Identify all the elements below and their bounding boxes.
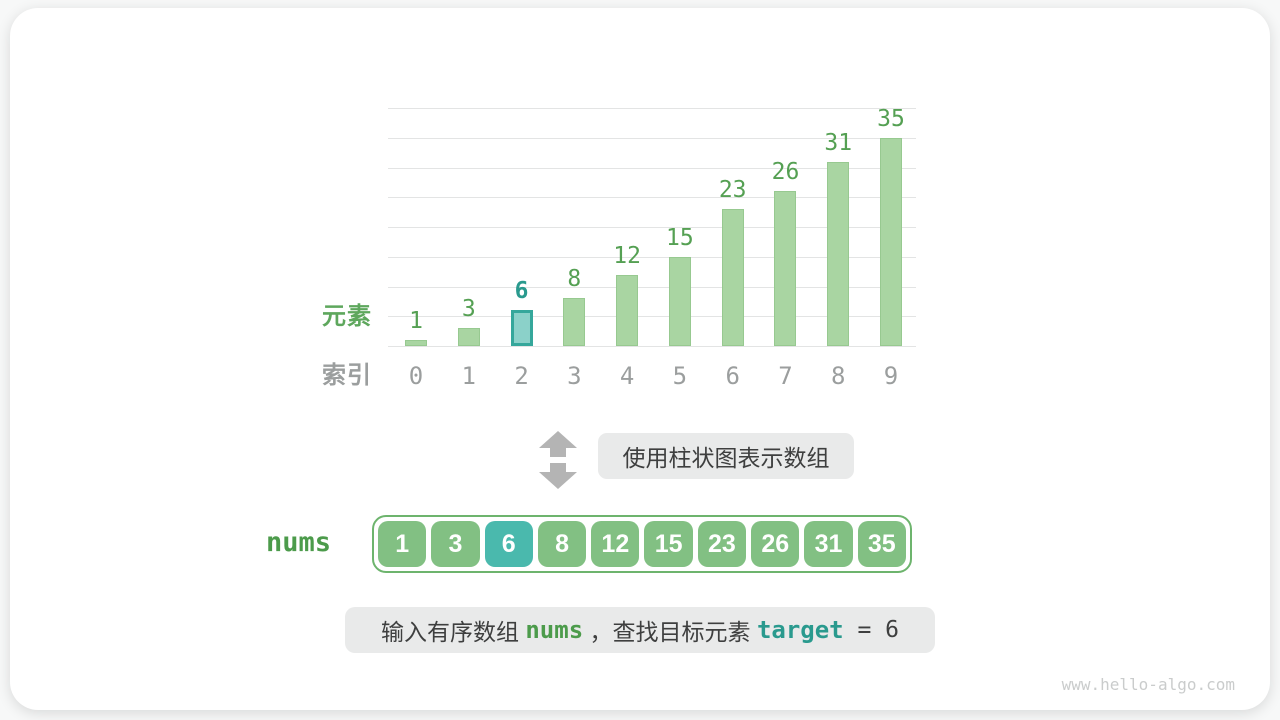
gridline bbox=[388, 137, 916, 139]
caption-segment: nums bbox=[525, 616, 584, 644]
nums-array: 1 3 6 8 12 15 23 26 31 35 bbox=[372, 515, 912, 573]
bar-value-label: 12 bbox=[613, 242, 641, 269]
bar-value-label: 26 bbox=[771, 159, 800, 186]
transform-note-box: 使用柱状图表示数组 bbox=[598, 433, 854, 479]
bar bbox=[563, 298, 586, 346]
array-cell: 23 bbox=[697, 521, 747, 567]
x-tick-label: 5 bbox=[672, 362, 688, 390]
array-cell: 12 bbox=[591, 521, 640, 567]
array-cell: 31 bbox=[804, 521, 853, 567]
bar bbox=[721, 209, 744, 346]
bar bbox=[457, 328, 480, 346]
array-cell: 15 bbox=[644, 521, 693, 567]
x-tick-label: 4 bbox=[619, 362, 635, 390]
bar-value-label: 1 bbox=[409, 308, 423, 335]
x-tick-label: 6 bbox=[725, 362, 740, 390]
caption-segment: ，查找目标元素 bbox=[583, 619, 757, 645]
array-name-label: nums bbox=[266, 527, 332, 558]
transform-note-label: 使用柱状图表示数组 bbox=[622, 445, 830, 471]
bar-value-label: 31 bbox=[824, 129, 853, 156]
figure-card bbox=[10, 8, 1270, 710]
bar-value-label: 23 bbox=[718, 177, 747, 204]
caption-segment: 输入有序数组 bbox=[380, 619, 526, 645]
bar bbox=[616, 274, 639, 346]
bar-value-label: 6 bbox=[514, 278, 529, 305]
x-axis-label: 索引 bbox=[322, 362, 372, 389]
bar-value-label: 15 bbox=[666, 224, 694, 251]
array-cell: 3 bbox=[431, 521, 480, 567]
x-tick-label: 3 bbox=[567, 362, 582, 390]
x-tick-label: 1 bbox=[461, 362, 476, 390]
gridline bbox=[388, 346, 916, 347]
caption-box: 输入有序数组 nums ，查找目标元素 target = 6 bbox=[345, 607, 935, 653]
watermark-text: www.hello-algo.com bbox=[1061, 675, 1235, 694]
gridline bbox=[388, 167, 916, 169]
bar bbox=[774, 191, 797, 346]
x-tick-label: 7 bbox=[778, 362, 793, 390]
gridline bbox=[388, 316, 916, 318]
array-cell: 1 bbox=[378, 521, 427, 567]
x-tick-label: 2 bbox=[514, 362, 529, 390]
gridline bbox=[388, 197, 916, 199]
gridline bbox=[388, 286, 916, 288]
bar-highlighted bbox=[510, 310, 533, 346]
bar-value-label: 35 bbox=[877, 105, 905, 132]
bar-chart-plot: 1 3 6 8 12 15 23 26 31 35 bbox=[388, 105, 916, 347]
x-tick-label: 0 bbox=[408, 362, 424, 390]
x-tick-label: 8 bbox=[831, 362, 846, 390]
array-cell-highlighted: 6 bbox=[484, 521, 533, 567]
bar bbox=[405, 340, 427, 346]
gridline bbox=[388, 108, 916, 109]
bar bbox=[827, 161, 850, 346]
caption-segment: = 6 bbox=[843, 617, 900, 643]
bar bbox=[668, 256, 691, 346]
gridline bbox=[388, 227, 916, 228]
y-axis-label: 元素 bbox=[322, 303, 372, 330]
array-cell: 26 bbox=[751, 521, 800, 567]
array-cell: 8 bbox=[537, 521, 587, 567]
bar-value-label: 3 bbox=[461, 296, 476, 323]
bar bbox=[880, 137, 903, 346]
gridline bbox=[388, 256, 916, 258]
bar-value-label: 8 bbox=[567, 266, 582, 293]
double-arrow-icon bbox=[539, 431, 577, 489]
x-tick-label: 9 bbox=[883, 362, 899, 390]
caption-segment: target bbox=[756, 616, 844, 644]
array-cell: 35 bbox=[857, 521, 906, 567]
